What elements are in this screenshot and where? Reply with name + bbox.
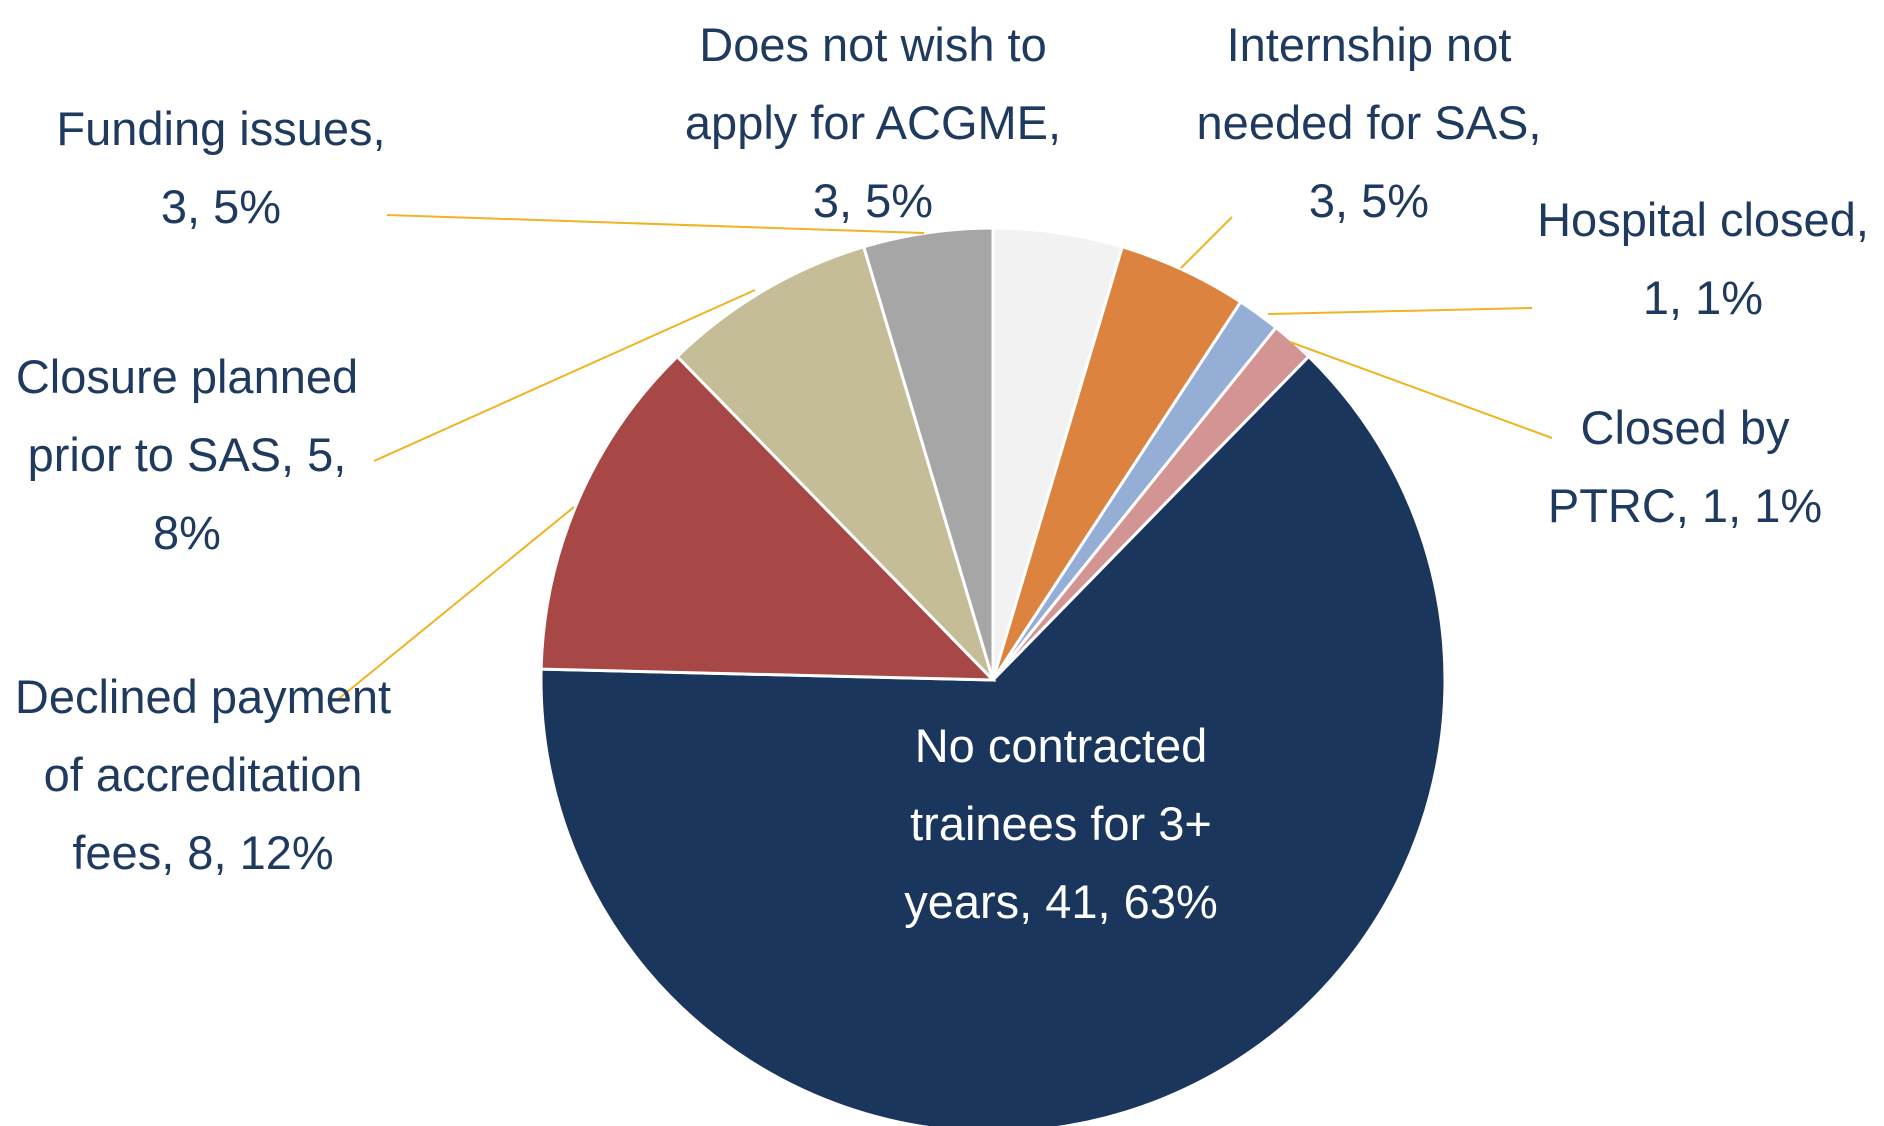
leader-line <box>373 289 756 462</box>
leader-line <box>1267 307 1533 315</box>
pie-slice <box>675 245 995 682</box>
pie-slice <box>539 354 997 682</box>
slice-label: No contracted trainees for 3+ years, 41,… <box>904 719 1218 928</box>
slice-label: Does not wish to apply for ACGME, 3, 5% <box>684 18 1062 227</box>
pie-slice <box>861 226 995 681</box>
slice-label: Funding issues, 3, 5% <box>56 102 386 233</box>
slice-label: Internship not needed for SAS, 3, 5% <box>1196 18 1542 227</box>
leader-line <box>1180 216 1233 269</box>
slice-label: Declined payment of accreditation fees, … <box>14 670 392 879</box>
leader-line <box>1289 341 1553 439</box>
leader-line <box>386 214 925 234</box>
slice-label: Closure planned prior to SAS, 5, 8% <box>15 350 359 559</box>
leader-line <box>335 506 575 702</box>
slice-label: Closed by PTRC, 1, 1% <box>1547 401 1823 532</box>
slice-label: Hospital closed, 1, 1% <box>1537 193 1869 324</box>
pie-slice <box>539 354 1447 1126</box>
